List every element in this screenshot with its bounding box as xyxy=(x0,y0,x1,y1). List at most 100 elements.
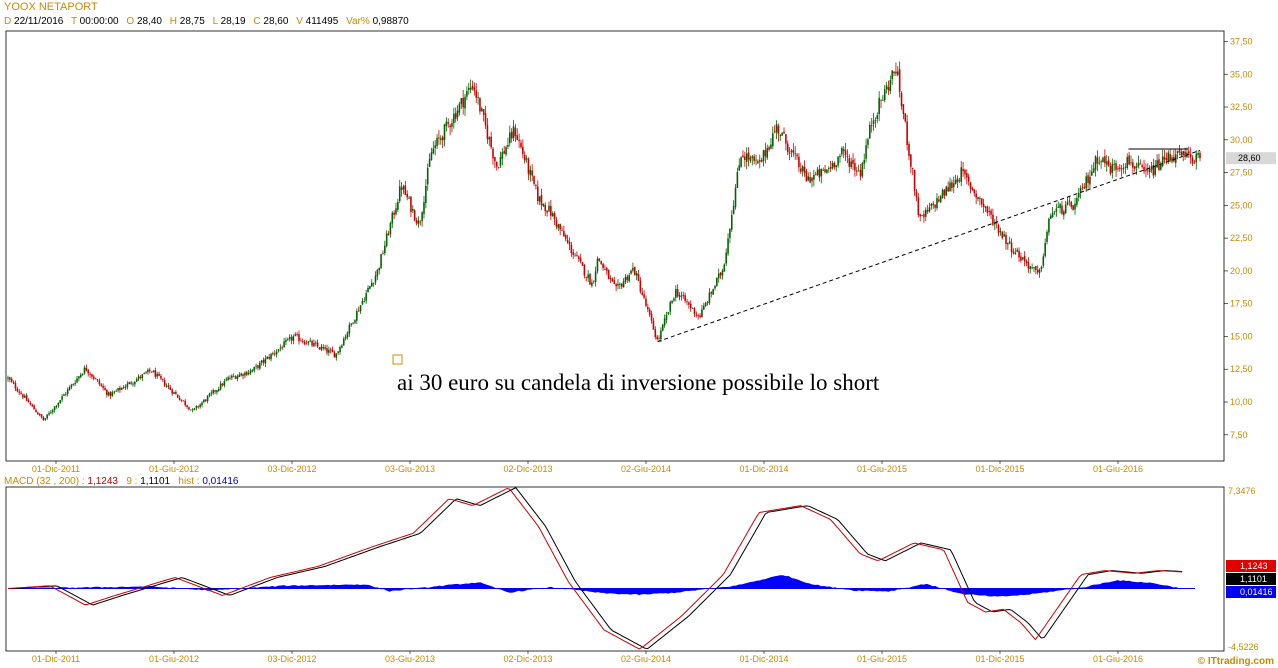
candle xyxy=(494,156,496,169)
candle xyxy=(564,233,567,242)
candle xyxy=(548,201,550,212)
candle xyxy=(678,292,681,301)
candle xyxy=(969,181,972,194)
candle xyxy=(742,150,744,158)
candle xyxy=(831,160,834,170)
candle xyxy=(234,375,237,380)
candle xyxy=(770,137,772,150)
candle xyxy=(417,216,420,228)
candle xyxy=(219,380,222,391)
candle xyxy=(559,223,561,236)
candle xyxy=(255,363,257,370)
candle xyxy=(288,334,291,342)
candle xyxy=(1018,247,1020,263)
candle xyxy=(27,398,30,403)
y-tick-label: 30,00 xyxy=(1230,135,1253,145)
candle xyxy=(404,180,407,196)
candle xyxy=(574,253,576,257)
candle xyxy=(1072,204,1074,211)
candle xyxy=(227,375,229,381)
candle xyxy=(982,198,985,213)
candle xyxy=(801,165,804,177)
candle xyxy=(430,147,433,161)
candle xyxy=(661,323,664,332)
candle xyxy=(693,306,696,318)
candle xyxy=(1145,163,1147,178)
candle xyxy=(883,85,886,103)
candle xyxy=(732,200,735,215)
candle xyxy=(59,400,62,404)
candle xyxy=(822,167,824,171)
candle xyxy=(1010,238,1013,258)
varpct-key: Var% xyxy=(346,16,370,27)
candle xyxy=(12,380,15,385)
candle xyxy=(51,408,54,415)
macd-label: MACD xyxy=(4,476,34,487)
candle xyxy=(423,195,425,219)
candle xyxy=(581,261,584,267)
candle xyxy=(596,256,599,274)
candle xyxy=(1061,200,1063,215)
candle xyxy=(520,139,522,149)
candle xyxy=(648,307,651,318)
candle xyxy=(122,384,125,390)
candle xyxy=(723,263,726,272)
candle xyxy=(37,411,39,415)
candle xyxy=(175,390,177,395)
candle xyxy=(863,153,866,169)
candle xyxy=(7,375,9,382)
candle xyxy=(251,369,254,373)
candle xyxy=(331,346,334,353)
candle xyxy=(557,223,560,232)
candle xyxy=(1059,202,1061,214)
candle xyxy=(326,344,328,356)
candle xyxy=(398,180,401,204)
candle xyxy=(57,402,60,408)
trendline xyxy=(657,149,1201,343)
candle xyxy=(518,133,520,148)
candle xyxy=(684,292,686,303)
candle xyxy=(130,380,132,386)
candle xyxy=(706,301,709,306)
candle xyxy=(328,346,330,356)
candle xyxy=(827,166,830,173)
macd-params: (32 , 200) xyxy=(36,476,80,487)
candle xyxy=(411,205,414,214)
candle xyxy=(1021,256,1024,261)
candle xyxy=(656,334,658,341)
candle xyxy=(61,394,63,403)
candle xyxy=(568,237,571,250)
candle xyxy=(751,155,754,166)
candle xyxy=(50,409,52,414)
candle xyxy=(462,89,464,115)
svg-text:1,1243: 1,1243 xyxy=(1240,561,1268,571)
candle xyxy=(503,145,506,155)
candle xyxy=(645,295,647,307)
candle xyxy=(889,75,892,94)
svg-text:0,01416: 0,01416 xyxy=(1240,587,1273,597)
candle xyxy=(488,135,491,147)
candle xyxy=(921,214,923,216)
candle xyxy=(928,202,931,213)
candle xyxy=(324,344,326,351)
candle xyxy=(641,287,644,296)
candle xyxy=(1098,156,1101,166)
candle xyxy=(1176,150,1179,160)
candle xyxy=(85,364,88,372)
candle xyxy=(87,368,90,377)
candle xyxy=(846,149,849,164)
candle xyxy=(736,167,739,189)
high-value: 28,75 xyxy=(179,16,205,27)
candle xyxy=(531,164,533,182)
candle xyxy=(74,379,76,387)
candle xyxy=(1193,159,1196,164)
candle xyxy=(906,114,908,151)
candle xyxy=(391,211,394,229)
candle xyxy=(1154,159,1157,177)
annotation-marker xyxy=(392,354,403,365)
candle xyxy=(572,248,575,260)
candle xyxy=(305,340,308,345)
candle xyxy=(1027,257,1030,273)
candle xyxy=(419,220,422,226)
candle xyxy=(755,154,757,166)
